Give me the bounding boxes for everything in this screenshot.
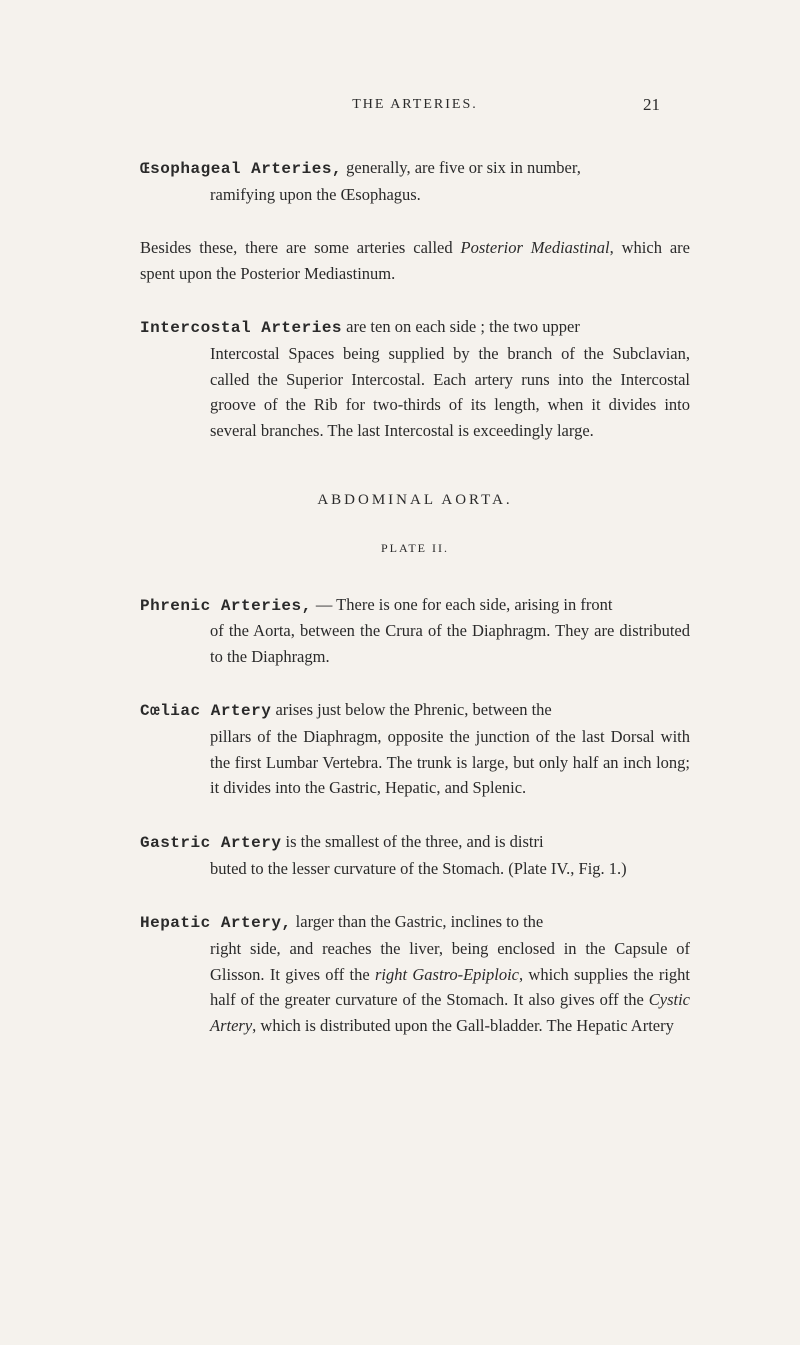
entry-text: larger than the Gastric, inclines to the	[292, 912, 544, 931]
italic-posterior-mediastinal: Posterior Mediastinal	[461, 238, 610, 257]
entry-text: are ten on each side ; the two upper	[342, 317, 580, 336]
headword-intercostal: Intercostal Arteries	[140, 319, 342, 337]
cont-end: , which is distributed upon the Gall-bla…	[252, 1016, 674, 1035]
section-title: ABDOMINAL AORTA.	[140, 492, 690, 509]
entry-intercostal: Intercostal Arteries are ten on each sid…	[140, 314, 690, 443]
headword-phrenic: Phrenic Arteries,	[140, 597, 312, 615]
running-title: THE ARTERIES.	[352, 97, 478, 113]
paragraph-besides: Besides these, there are some arteries c…	[140, 235, 690, 286]
headword-hepatic: Hepatic Artery,	[140, 914, 292, 932]
entry-continuation: pillars of the Diaphragm, opposite the j…	[140, 724, 690, 801]
entry-continuation: ramifying upon the Œsophagus.	[140, 182, 690, 208]
entry-text: arises just below the Phrenic, between t…	[271, 700, 551, 719]
page-header: THE ARTERIES. 21	[140, 95, 690, 113]
entry-continuation: of the Aorta, between the Crura of the D…	[140, 618, 690, 669]
para-text-pre: Besides these, there are some arteries c…	[140, 238, 461, 257]
headword-oesophageal: Œsophageal Arteries,	[140, 160, 342, 178]
headword-coeliac: Cœliac Artery	[140, 702, 271, 720]
entry-oesophageal: Œsophageal Arteries, generally, are five…	[140, 155, 690, 207]
entry-text: generally, are five or six in number,	[342, 158, 581, 177]
entry-continuation: buted to the lesser curvature of the Sto…	[140, 856, 690, 882]
headword-gastric: Gastric Artery	[140, 834, 281, 852]
entry-hepatic: Hepatic Artery, larger than the Gastric,…	[140, 909, 690, 1038]
entry-phrenic: Phrenic Arteries, — There is one for eac…	[140, 592, 690, 670]
italic-gastro-epiploic: right Gastro-Epiploic	[375, 965, 519, 984]
entry-gastric: Gastric Artery is the smallest of the th…	[140, 829, 690, 881]
entry-continuation: Intercostal Spaces being supplied by the…	[140, 341, 690, 443]
plate-label: PLATE II.	[140, 541, 690, 556]
page-number: 21	[643, 95, 660, 115]
entry-text: — There is one for each side, arising in…	[312, 595, 613, 614]
entry-text: is the smallest of the three, and is dis…	[281, 832, 543, 851]
entry-continuation: right side, and reaches the liver, being…	[140, 936, 690, 1038]
entry-coeliac: Cœliac Artery arises just below the Phre…	[140, 697, 690, 800]
